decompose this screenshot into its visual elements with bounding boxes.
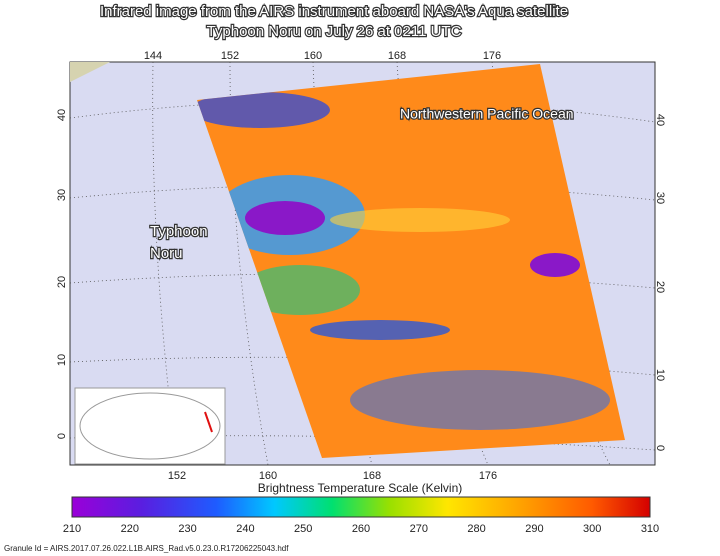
colorbar	[71, 496, 651, 518]
longitude-tick-label: 160	[304, 50, 322, 62]
title: Typhoon Noru on July 26 at 0211 UTC	[207, 23, 462, 40]
land	[70, 62, 110, 82]
inset-world-map	[74, 387, 226, 465]
latitude-tick-label: 40	[654, 114, 666, 126]
colorbar-label: 290	[525, 523, 543, 535]
latitude-tick-label: 10	[56, 354, 68, 366]
granule-id: Granule Id = AIRS.2017.07.26.022.L1B.AIR…	[4, 544, 289, 553]
colorbar-title: Brightness Temperature Scale (Kelvin)	[258, 481, 463, 495]
longitude-tick-label: 168	[388, 50, 406, 62]
colorbar-label: 310	[641, 523, 659, 535]
latitude-tick-label: 0	[56, 433, 68, 439]
longitude-tick-label: 168	[363, 470, 381, 482]
ocean-label: Northwestern Pacific Ocean	[400, 106, 574, 122]
longitude-tick-label: 160	[259, 470, 277, 482]
latitude-tick-label: 30	[654, 192, 666, 204]
latitude-tick-label: 30	[56, 189, 68, 201]
colorbar-label: 230	[178, 523, 196, 535]
latitude-tick-label: 10	[654, 369, 666, 381]
colorbar-label: 240	[236, 523, 254, 535]
longitude-tick-label: 144	[144, 50, 162, 62]
colorbar-label: 280	[467, 523, 485, 535]
latitude-tick-label: 20	[654, 281, 666, 293]
latitude-tick-label: 0	[654, 445, 666, 451]
colorbar-label: 210	[63, 523, 81, 535]
storm-label: Typhoon	[150, 223, 208, 240]
latitude-tick-label: 20	[56, 276, 68, 288]
longitude-tick-label: 176	[479, 470, 497, 482]
longitude-tick-label: 152	[221, 50, 239, 62]
colorbar-label: 260	[352, 523, 370, 535]
colorbar-label: 300	[583, 523, 601, 535]
colorbar-label: 250	[294, 523, 312, 535]
storm-label: Noru	[150, 245, 183, 262]
colorbar-label: 220	[121, 523, 139, 535]
latitude-tick-label: 40	[56, 109, 68, 121]
longitude-tick-label: 176	[483, 50, 501, 62]
title: Infrared image from the AIRS instrument …	[100, 3, 568, 20]
infrared-swath	[197, 64, 625, 458]
longitude-tick-label: 152	[168, 470, 186, 482]
colorbar-label: 270	[410, 523, 428, 535]
